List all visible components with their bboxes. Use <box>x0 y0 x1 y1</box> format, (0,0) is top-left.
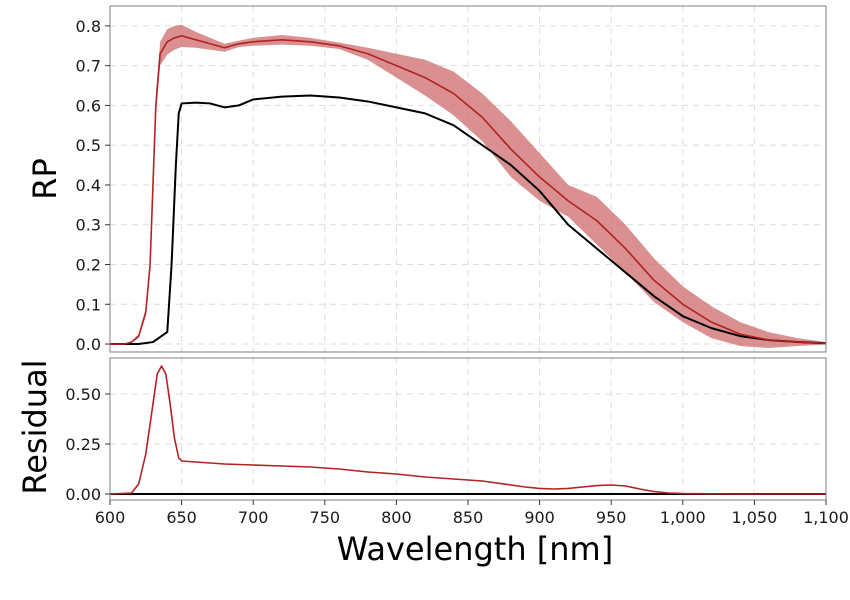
x-tick-label: 700 <box>238 508 269 527</box>
rp-model-line <box>110 35 827 345</box>
residual-panel: 0.00 0.25 0.50 <box>65 357 827 504</box>
rp-y-tick-label: 0.1 <box>76 295 101 314</box>
rp-series <box>110 24 827 349</box>
rp-panel-border <box>109 5 827 353</box>
x-tick-label: 1,000 <box>660 508 706 527</box>
x-tick-label: 1,100 <box>803 508 849 527</box>
residual-y-axis-ticks: 0.00 0.25 0.50 <box>65 385 110 504</box>
x-axis-title: Wavelength [nm] <box>337 530 613 568</box>
rp-gridlines <box>109 6 827 352</box>
rp-y-tick-label: 0.4 <box>76 176 101 195</box>
x-tick-label: 650 <box>166 508 197 527</box>
residual-y-tick-label: 0.00 <box>65 485 101 504</box>
rp-reference-line <box>110 94 827 346</box>
rp-y-axis-ticks: 0.0 0.1 0.2 0.3 0.4 0.5 0.6 0.7 0.8 <box>76 17 110 354</box>
rp-y-tick-label: 0.3 <box>76 216 101 235</box>
rp-y-axis-title: RP <box>26 158 64 200</box>
rp-panel: 0.0 0.1 0.2 0.3 0.4 0.5 0.6 0.7 0.8 <box>76 5 827 354</box>
residual-y-axis-title: Residual <box>16 359 54 494</box>
x-tick-label: 950 <box>596 508 627 527</box>
x-tick-label: 750 <box>310 508 341 527</box>
residual-series <box>109 365 826 495</box>
x-tick-label: 800 <box>381 508 412 527</box>
rp-y-tick-label: 0.7 <box>76 57 101 76</box>
rp-model-uncertainty-band <box>110 24 826 349</box>
x-tick-label: 1,050 <box>731 508 777 527</box>
rp-y-tick-label: 0.6 <box>76 96 101 115</box>
x-tick-label: 850 <box>453 508 484 527</box>
residual-residual-line <box>109 365 826 495</box>
x-axis-ticks: 600 650 700 750 800 850 900 950 1,000 1,050 1,100 <box>95 500 849 527</box>
x-tick-label: 600 <box>95 508 126 527</box>
residual-y-tick-label: 0.25 <box>65 435 101 454</box>
rp-y-tick-label: 0.0 <box>76 335 101 354</box>
x-tick-label: 900 <box>524 508 555 527</box>
residual-y-tick-label: 0.50 <box>65 385 101 404</box>
rp-y-tick-label: 0.8 <box>76 17 101 36</box>
residual-gridlines <box>109 358 827 500</box>
rp-y-tick-label: 0.2 <box>76 256 101 275</box>
rp-y-tick-label: 0.5 <box>76 136 101 155</box>
